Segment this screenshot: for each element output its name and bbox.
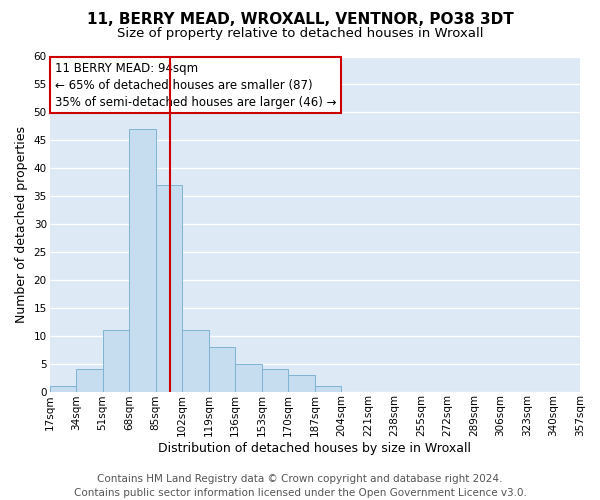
- Bar: [209, 347, 235, 392]
- Text: Size of property relative to detached houses in Wroxall: Size of property relative to detached ho…: [117, 28, 483, 40]
- X-axis label: Distribution of detached houses by size in Wroxall: Distribution of detached houses by size …: [158, 442, 471, 455]
- Bar: [315, 386, 341, 392]
- Text: Contains HM Land Registry data © Crown copyright and database right 2024.
Contai: Contains HM Land Registry data © Crown c…: [74, 474, 526, 498]
- Bar: [50, 386, 76, 392]
- Text: 11 BERRY MEAD: 94sqm
← 65% of detached houses are smaller (87)
35% of semi-detac: 11 BERRY MEAD: 94sqm ← 65% of detached h…: [55, 62, 337, 108]
- Bar: [155, 185, 182, 392]
- Bar: [262, 369, 288, 392]
- Bar: [182, 330, 209, 392]
- Bar: [76, 369, 103, 392]
- Bar: [288, 375, 315, 392]
- Bar: [235, 364, 262, 392]
- Text: 11, BERRY MEAD, WROXALL, VENTNOR, PO38 3DT: 11, BERRY MEAD, WROXALL, VENTNOR, PO38 3…: [86, 12, 514, 28]
- Bar: [103, 330, 129, 392]
- Bar: [129, 129, 155, 392]
- Y-axis label: Number of detached properties: Number of detached properties: [15, 126, 28, 322]
